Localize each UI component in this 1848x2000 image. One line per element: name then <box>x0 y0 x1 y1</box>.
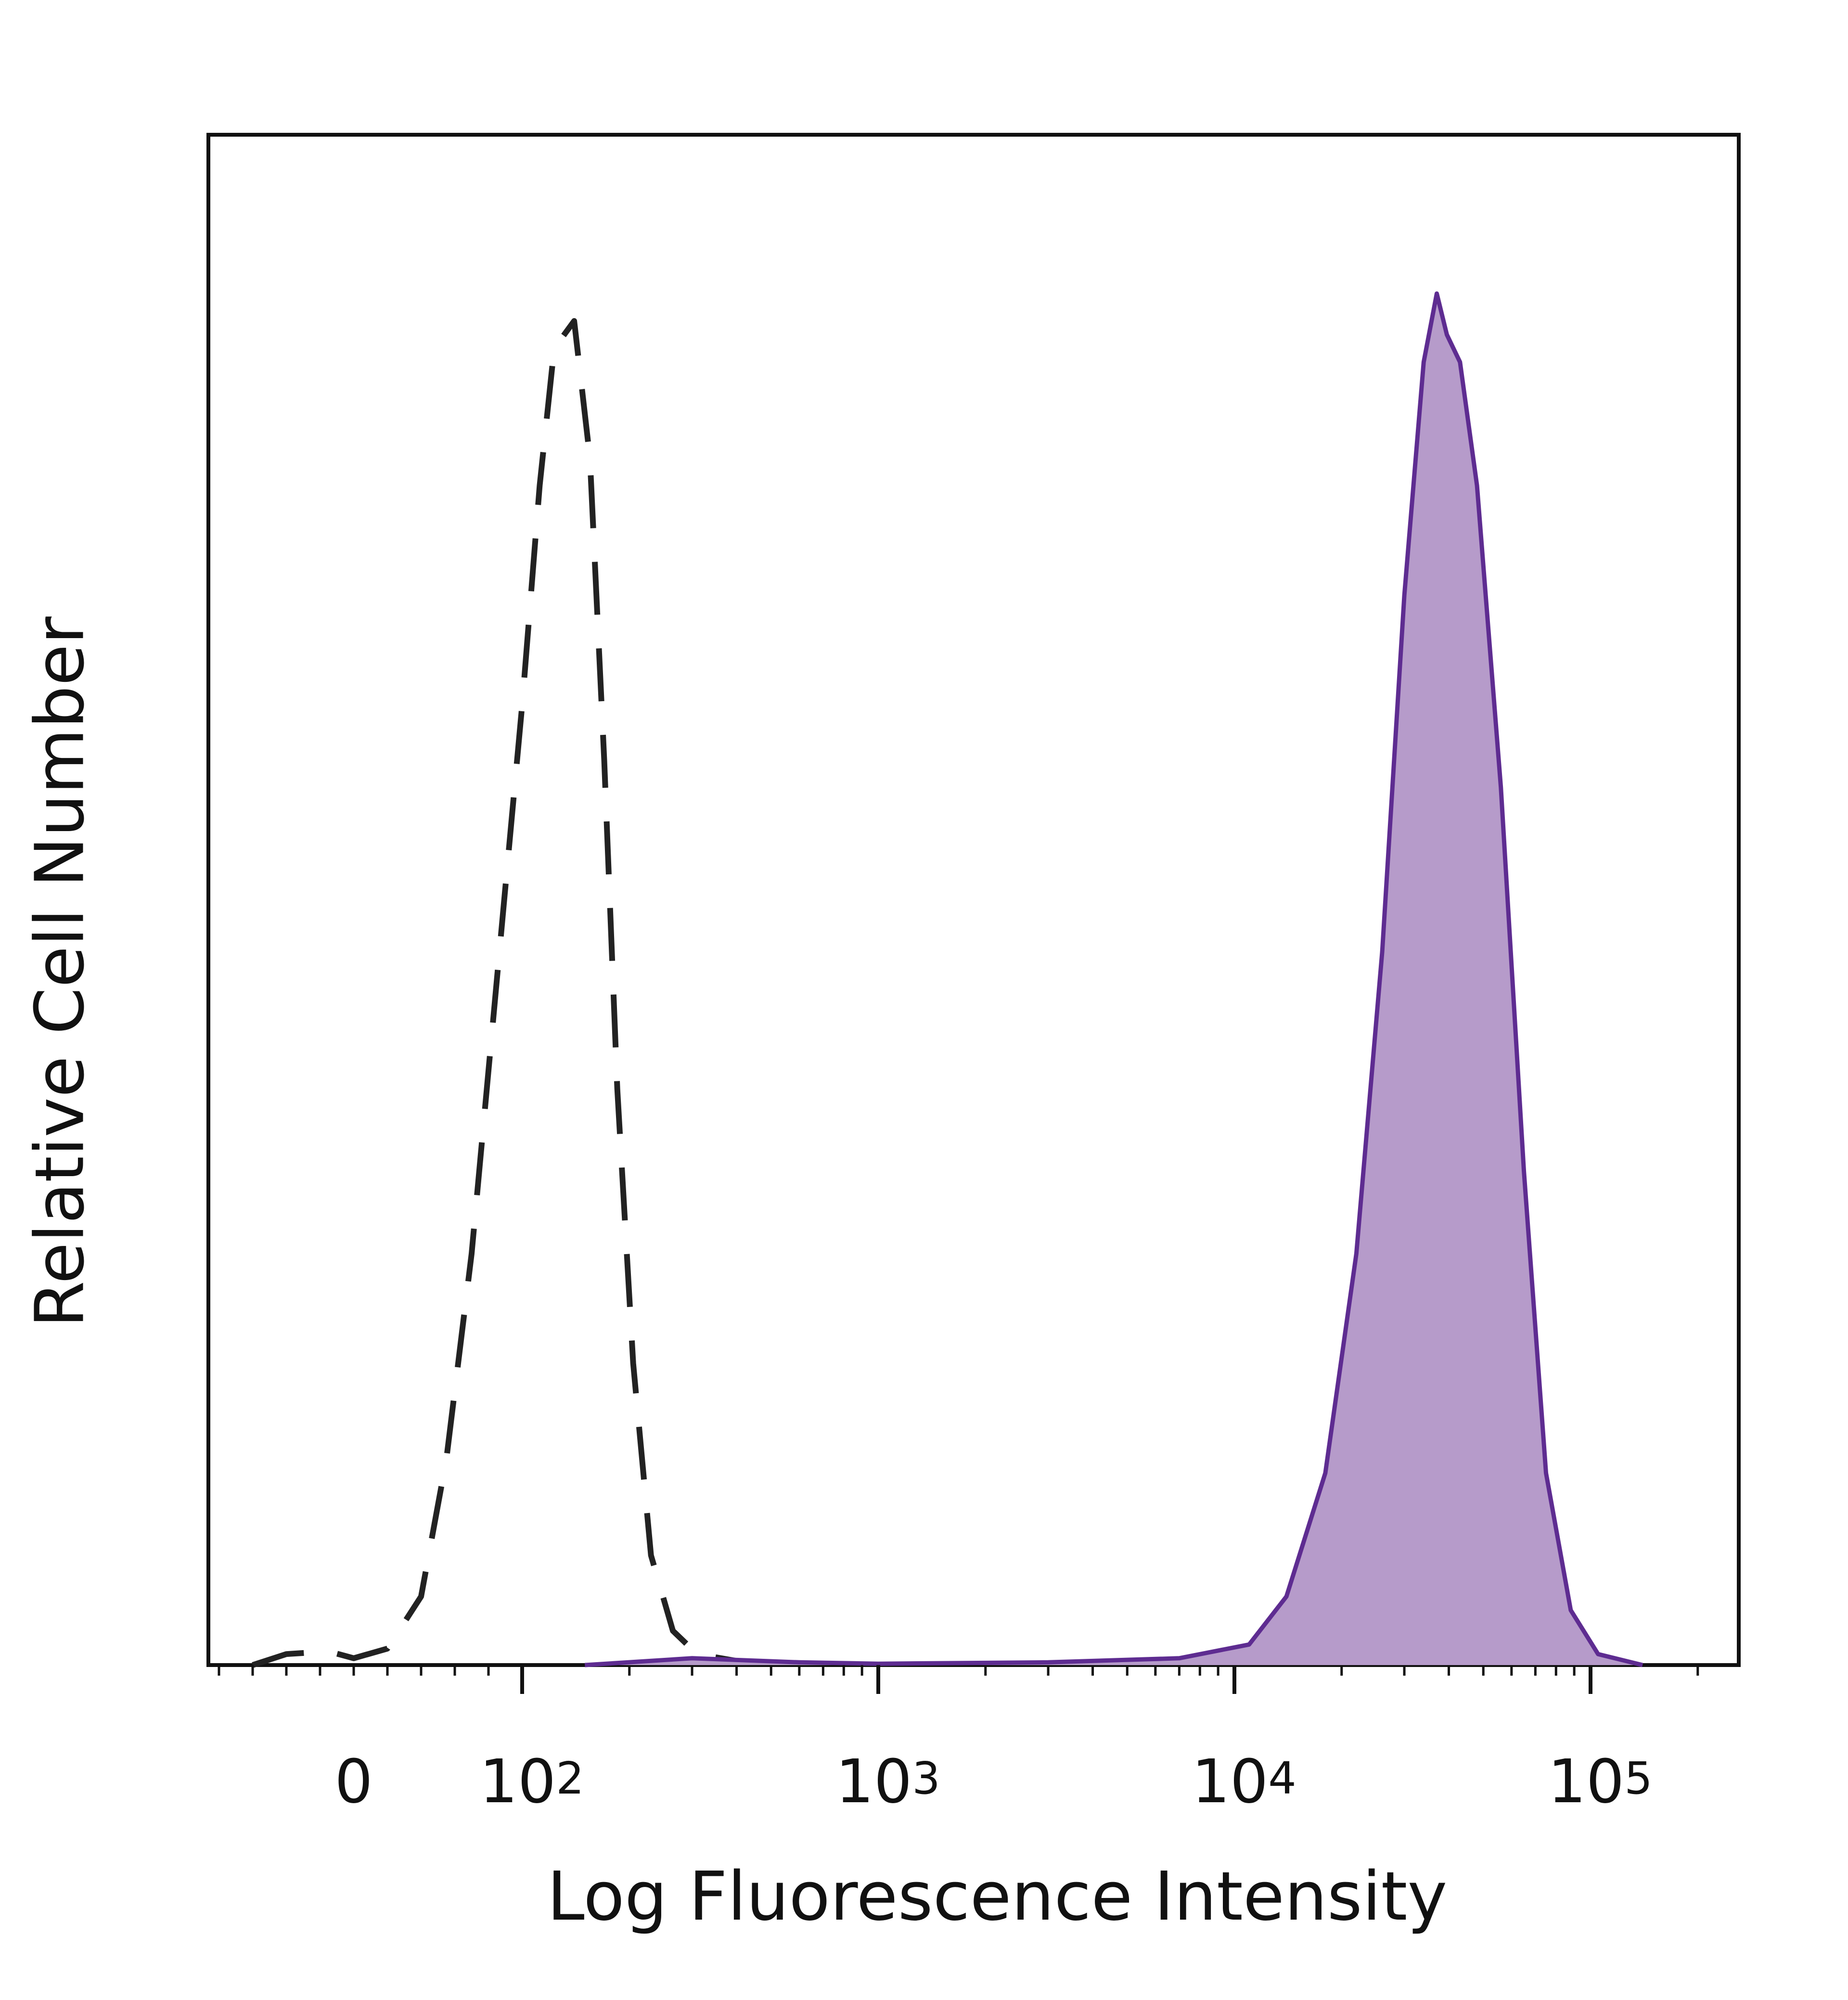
x-tick-label: 102 <box>479 1752 584 1812</box>
x-tick-base: 10 <box>1548 1747 1625 1817</box>
series-0-line <box>252 318 737 1668</box>
x-tick-exponent: 5 <box>1624 1753 1653 1804</box>
x-tick-exponent: 4 <box>1268 1753 1296 1804</box>
series-layer <box>252 291 1643 1668</box>
x-tick-base: 10 <box>479 1747 556 1817</box>
series-1-line <box>585 291 1643 1667</box>
x-tick-exponent: 2 <box>556 1753 584 1804</box>
series-1-fill <box>585 294 1643 1665</box>
x-tick-label: 0 <box>334 1752 373 1812</box>
x-tick-exponent: 3 <box>912 1753 940 1804</box>
x-tick-base: 10 <box>835 1747 912 1817</box>
x-tick-label: 105 <box>1548 1752 1653 1812</box>
x-tick-label: 103 <box>835 1752 940 1812</box>
y-axis-label: Relative Cell Number <box>21 616 100 1328</box>
x-tick-label: 104 <box>1192 1752 1296 1812</box>
x-tick-base: 10 <box>1192 1747 1269 1817</box>
x-tick-marks <box>218 1665 1699 1694</box>
x-axis-label: Log Fluorescence Intensity <box>547 1858 1448 1936</box>
x-tick-base: 0 <box>334 1747 373 1817</box>
